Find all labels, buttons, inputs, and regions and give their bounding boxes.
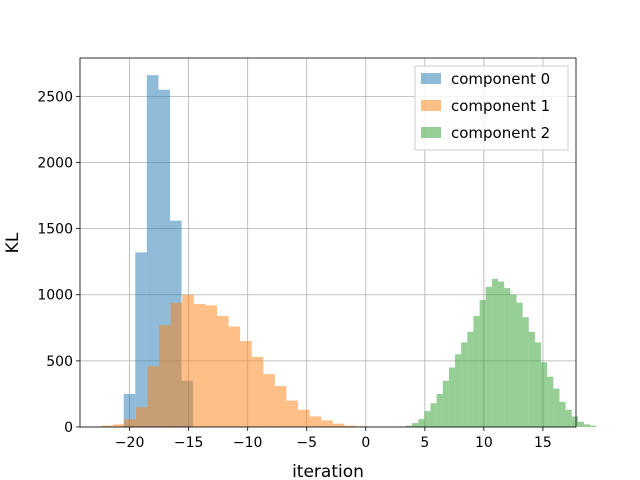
histogram-bar-1 <box>228 326 241 427</box>
histogram-bar-2 <box>504 288 511 427</box>
histogram-bar-2 <box>467 331 474 427</box>
histogram-bar-1 <box>309 416 322 427</box>
histogram-bar-2 <box>479 300 486 427</box>
y-tick-label: 0 <box>64 420 73 436</box>
histogram-bar-2 <box>541 362 548 427</box>
histogram-bar-2 <box>571 416 578 427</box>
histogram-bar-1 <box>344 425 356 427</box>
legend-label-0: component 0 <box>451 70 550 88</box>
histogram-bar-2 <box>436 393 443 427</box>
histogram-bar-0 <box>158 89 170 427</box>
histogram-bar-2 <box>405 425 413 427</box>
histogram-bar-2 <box>430 403 437 427</box>
x-tick-label: −15 <box>174 435 204 451</box>
x-tick-label: 0 <box>361 435 370 451</box>
histogram-bar-2 <box>498 281 505 427</box>
x-tick-label: −10 <box>233 435 263 451</box>
histogram-bar-2 <box>448 367 456 427</box>
histogram-bar-2 <box>516 302 523 427</box>
histogram-bar-1 <box>263 374 275 427</box>
histogram-bar-2 <box>455 354 462 427</box>
x-tick-label: −5 <box>296 435 317 451</box>
y-tick-label: 2500 <box>37 89 73 105</box>
x-axis-ticks: −20 −15 −10 −5 0 5 10 15 <box>115 427 552 451</box>
histogram-bar-2 <box>577 421 585 427</box>
histogram-bar-1 <box>147 366 160 427</box>
histogram-bar-1 <box>332 423 345 427</box>
histogram-bars <box>101 75 597 428</box>
histogram-bar-2 <box>528 331 535 427</box>
histogram-bar-2 <box>559 401 566 427</box>
y-tick-label: 1000 <box>37 288 73 304</box>
histogram-bar-0 <box>135 252 147 427</box>
histogram-bar-1 <box>216 315 229 427</box>
legend-swatch-1 <box>421 100 441 111</box>
histogram-bar-1 <box>286 400 299 427</box>
x-tick-label: −20 <box>115 435 145 451</box>
histogram-bar-2 <box>418 419 425 427</box>
histogram-bar-0 <box>123 393 136 427</box>
x-tick-label: 10 <box>475 435 493 451</box>
histogram-bar-2 <box>590 425 597 427</box>
histogram-bar-1 <box>112 424 125 427</box>
legend-label-2: component 2 <box>451 124 550 142</box>
y-axis-ticks: 0 500 1000 1500 2000 2500 <box>37 89 80 436</box>
histogram-bar-2 <box>442 380 449 427</box>
histogram-bar-1 <box>159 325 171 427</box>
histogram-bar-2 <box>473 315 480 427</box>
x-tick-label: 5 <box>420 435 429 451</box>
legend-swatch-2 <box>421 127 441 138</box>
histogram-bar-1 <box>193 304 206 427</box>
histogram-bar-2 <box>553 388 560 427</box>
x-axis-label: iteration <box>292 462 364 480</box>
histogram-bar-2 <box>461 342 468 427</box>
y-tick-label: 1500 <box>37 222 73 238</box>
y-tick-label: 500 <box>46 354 73 370</box>
histogram-bar-1 <box>321 420 333 427</box>
histogram-bar-1 <box>274 386 287 427</box>
histogram-bar-1 <box>240 341 252 427</box>
histogram-bar-2 <box>485 286 492 427</box>
histogram-bar-1 <box>182 294 194 427</box>
histogram-bar-1 <box>298 409 310 427</box>
legend-swatch-0 <box>421 73 441 84</box>
histogram-bar-1 <box>101 425 113 427</box>
histogram-bar-0 <box>146 75 159 428</box>
x-tick-label: 15 <box>534 435 552 451</box>
histogram-bar-2 <box>584 424 591 427</box>
histogram-bar-2 <box>491 278 499 427</box>
histogram-bar-1 <box>124 419 136 427</box>
plot-frame <box>79 57 577 428</box>
histogram-bar-2 <box>522 317 529 427</box>
histogram-bar-2 <box>547 376 554 427</box>
histogram-bar-1 <box>251 356 264 427</box>
legend: component 0 component 1 component 2 <box>414 65 569 151</box>
y-tick-label: 2000 <box>37 155 73 171</box>
histogram-bar-2 <box>412 423 419 427</box>
histogram-bar-2 <box>510 294 517 427</box>
histogram-bar-1 <box>170 302 183 427</box>
y-axis-label: KL <box>3 232 23 253</box>
histogram-bar-2 <box>565 409 572 427</box>
legend-label-1: component 1 <box>451 97 550 115</box>
histogram-bar-2 <box>424 411 431 427</box>
histogram-bar-1 <box>135 407 148 427</box>
histogram-bar-1 <box>205 305 217 427</box>
histogram-bar-2 <box>534 342 542 427</box>
